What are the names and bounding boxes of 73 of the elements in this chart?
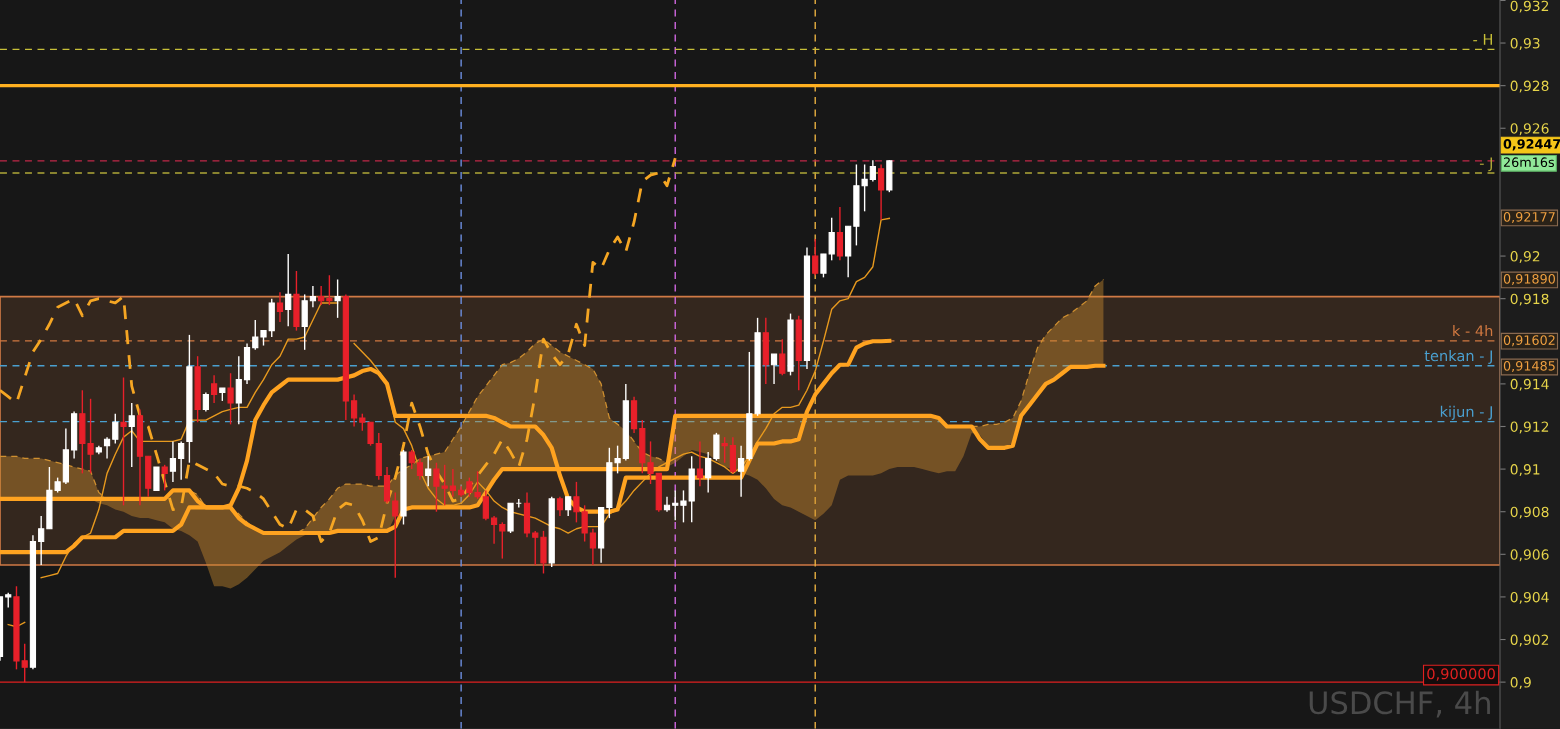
y-tick-label: 0,912 xyxy=(1510,421,1549,434)
ref-line-label: - H xyxy=(1473,34,1492,45)
candlestick xyxy=(326,274,333,306)
text: 0,92447 xyxy=(1503,139,1560,151)
candlestick xyxy=(128,402,135,468)
candlestick xyxy=(276,291,284,323)
text: 0,91602 xyxy=(1503,335,1555,347)
y-tick-label: 0,908 xyxy=(1510,506,1549,519)
candlestick xyxy=(38,515,45,566)
candlestick xyxy=(836,206,844,262)
y-tick-label: 0,932 xyxy=(1510,0,1549,13)
y-tick-label: 0,92 xyxy=(1510,251,1540,263)
y-tick-label: 0,91 xyxy=(1510,464,1540,476)
candlestick xyxy=(169,440,177,483)
candlestick xyxy=(408,449,415,470)
candlestick xyxy=(120,376,127,507)
text: 0,91485 xyxy=(1503,361,1555,372)
candlestick xyxy=(235,355,242,426)
candlestick xyxy=(425,455,432,487)
candlestick xyxy=(565,496,572,517)
candlestick xyxy=(285,253,292,328)
ref-line-label: k - 4h xyxy=(1453,325,1493,337)
candlestick xyxy=(309,285,317,308)
y-tick-label: 0,904 xyxy=(1510,591,1549,604)
candlestick xyxy=(672,489,679,521)
candlestick xyxy=(713,432,720,462)
candlestick xyxy=(112,413,119,445)
y-tick-label: 0,928 xyxy=(1510,80,1549,93)
candlestick xyxy=(227,372,234,426)
candlestick xyxy=(202,391,209,413)
candlestick xyxy=(252,319,259,351)
candlestick xyxy=(210,374,218,404)
ref-line-label: tenkan - J xyxy=(1424,349,1492,364)
candlestick xyxy=(178,440,185,481)
candlestick xyxy=(869,159,876,183)
text: 0,92177 xyxy=(1503,212,1555,223)
candlestick xyxy=(705,451,712,494)
y-tick-label: 0,914 xyxy=(1510,378,1549,391)
y-tick-label: 0,9 xyxy=(1510,677,1531,690)
candlestick xyxy=(103,436,111,460)
candlestick xyxy=(449,468,457,498)
candlestick xyxy=(738,444,745,498)
y-tick-label: 0,906 xyxy=(1510,549,1549,562)
ref-line-label: kijun - J xyxy=(1440,405,1492,420)
candlestick xyxy=(490,515,498,545)
candlestick xyxy=(416,457,424,481)
candlestick xyxy=(779,338,786,377)
candlestick xyxy=(647,440,654,485)
y-tick-label: 0,918 xyxy=(1510,293,1549,306)
candlestick xyxy=(161,464,168,492)
ref-line-label: 0,900000 xyxy=(1427,668,1495,681)
candlestick xyxy=(877,163,885,221)
candlestick xyxy=(532,530,539,566)
candlestick xyxy=(350,393,358,428)
text: 26m16s xyxy=(1503,157,1554,167)
candlestick xyxy=(721,436,728,464)
candlestick xyxy=(334,278,341,319)
y-tick-label: 0,93 xyxy=(1510,38,1540,50)
y-tick-label: 0,926 xyxy=(1510,123,1549,136)
candlestick xyxy=(696,440,704,487)
candlestick xyxy=(663,496,671,513)
candlestick xyxy=(770,353,778,385)
candlestick xyxy=(499,521,506,560)
candlestick xyxy=(482,489,489,521)
candlestick xyxy=(589,528,596,566)
y-tick-label: 0,902 xyxy=(1510,634,1549,647)
candlestick xyxy=(153,466,160,491)
text: 0,91890 xyxy=(1503,273,1555,285)
candlestick xyxy=(318,285,325,306)
ref-line-label: - J xyxy=(1479,157,1492,172)
candlestick xyxy=(812,238,819,276)
candlestick xyxy=(392,491,399,579)
candlestick xyxy=(556,496,564,517)
